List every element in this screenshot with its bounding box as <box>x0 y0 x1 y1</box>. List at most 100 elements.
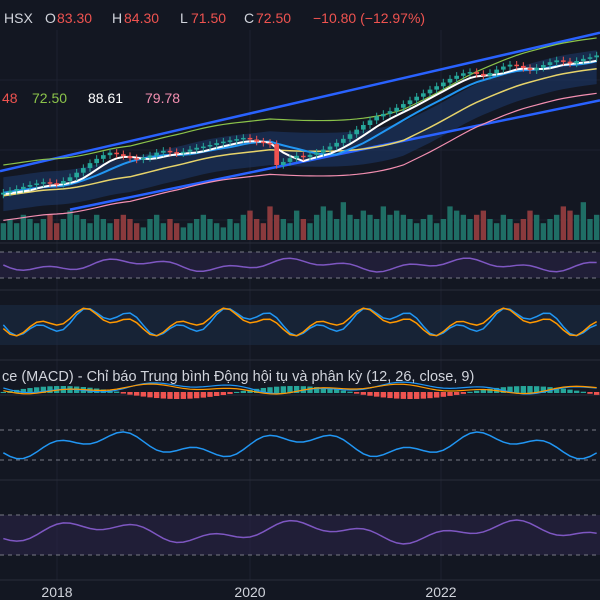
volume-bar <box>380 206 386 240</box>
low-value: 71.50 <box>191 10 226 26</box>
candle-body <box>7 190 13 193</box>
volume-bar <box>414 223 420 240</box>
candle-body <box>561 60 566 62</box>
volume-bar <box>60 219 66 240</box>
volume-bar <box>480 210 486 240</box>
volume-bar <box>67 210 73 240</box>
volume-bar <box>294 210 300 240</box>
volume-bar <box>460 214 466 240</box>
candle-body <box>514 64 519 67</box>
volume-bar <box>7 219 13 240</box>
macd-signal-line <box>3 383 597 395</box>
macd-hist-bar <box>540 386 546 393</box>
macd-hist-bar <box>447 392 453 396</box>
candle-body <box>374 116 379 121</box>
rsi-band <box>0 252 600 278</box>
candle-body <box>587 57 593 59</box>
candle-body <box>361 125 366 130</box>
volume-bar <box>594 214 600 240</box>
ma-value-1: 48 <box>2 90 18 106</box>
ma-blue-line <box>3 60 597 194</box>
volume-bar <box>20 214 26 240</box>
candle-body <box>287 158 293 162</box>
macd-hist-bar <box>214 392 220 396</box>
osc-line <box>2 431 598 460</box>
volume-bar <box>234 223 240 240</box>
macd-hist-bar <box>160 392 166 399</box>
macd-hist-bar <box>427 392 433 399</box>
volume-bar <box>467 219 473 240</box>
volume-bar <box>447 206 453 240</box>
volume-bar <box>34 223 40 240</box>
candle-body <box>581 58 586 61</box>
candle-body <box>221 141 226 144</box>
candle-body <box>574 61 579 64</box>
macd-hist-bar <box>334 389 340 393</box>
candle-body <box>381 113 386 117</box>
macd-hist-bar <box>340 390 346 393</box>
volume-bar <box>287 223 293 240</box>
candle-body <box>567 61 573 64</box>
macd-hist-bar <box>207 392 213 397</box>
volume-bar <box>167 219 173 240</box>
macd-hist-bar <box>120 392 126 394</box>
volume-bar <box>534 214 540 240</box>
ma-value-3: 88.61 <box>88 90 123 106</box>
candle-body <box>301 155 306 158</box>
candle-body <box>501 66 506 70</box>
volume-bar <box>300 219 306 240</box>
macd-hist-bar <box>134 392 140 396</box>
rsi-line <box>3 257 597 273</box>
macd-hist-bar <box>580 391 586 393</box>
macd-hist-bar <box>454 392 460 395</box>
macd-hist-bar <box>574 390 580 393</box>
macd-hist-bar <box>560 388 566 393</box>
candle-body <box>181 151 186 154</box>
high-label: H <box>112 10 122 26</box>
candlesticks <box>1 51 599 199</box>
volume-bar <box>374 219 380 240</box>
candle-body <box>67 177 73 181</box>
macd-hist-bar <box>407 392 413 399</box>
volume-bar <box>80 219 86 240</box>
volume-bar <box>427 214 433 240</box>
candle-body <box>154 152 159 156</box>
macd-hist-bar <box>320 387 326 393</box>
candle-body <box>487 73 493 76</box>
candle-body <box>234 139 239 141</box>
volume-bar <box>240 214 246 240</box>
macd-hist-bar <box>174 392 180 399</box>
candle-body <box>187 149 193 152</box>
volume-bar <box>520 219 526 240</box>
volume-bar <box>134 223 140 240</box>
candle-body <box>247 137 253 140</box>
candle-body <box>1 192 6 195</box>
candle-body <box>341 138 346 143</box>
volume-bar <box>367 214 373 240</box>
candle-body <box>61 181 66 184</box>
macd-hist-bar <box>194 392 200 399</box>
change-value: −10.80 (−12.97%) <box>313 10 425 26</box>
candle-body <box>421 93 426 97</box>
candle-body <box>441 82 446 87</box>
candle-body <box>214 143 219 145</box>
volume-bar <box>314 214 320 240</box>
candle-body <box>414 96 419 101</box>
macd-hist-bar <box>234 391 240 393</box>
candle-body <box>321 149 326 153</box>
volume-bar <box>154 214 160 240</box>
volume-bar <box>127 219 133 240</box>
close-label: C <box>244 10 254 26</box>
candle-body <box>194 147 199 150</box>
candle-body <box>41 182 46 184</box>
macd-hist-bar <box>27 388 33 393</box>
candle-body <box>294 155 299 159</box>
candle-body <box>407 100 413 105</box>
volume-bar <box>14 223 20 240</box>
candle-body <box>101 155 106 159</box>
candle-body <box>401 104 406 108</box>
candle-body <box>594 55 599 58</box>
macd-hist-bar <box>314 387 320 393</box>
candle-body <box>541 65 546 68</box>
